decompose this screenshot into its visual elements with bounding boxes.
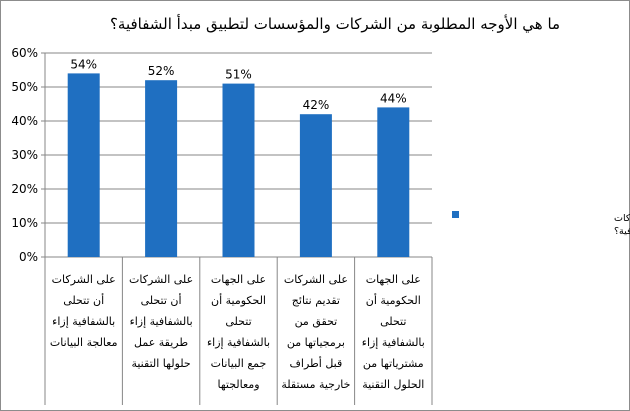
category-label: على الجهات الحكومية أن تتحلى بالشفافية إزاء… [207, 273, 270, 391]
bar [67, 73, 100, 258]
category-labels: على الشركات أن تتحلى بالشفافية إزاء معالجة … [50, 273, 425, 391]
y-tick-label: 10% [11, 216, 38, 230]
legend-swatch [452, 211, 459, 218]
bar [222, 83, 255, 257]
chart-title: ما هي الأوجه المطلوبة من الشركات والمؤسس… [110, 14, 560, 34]
legend: ما هي الأوجه المطلوبة من الشركاتوالمؤسسا… [452, 211, 630, 237]
bar [145, 80, 178, 257]
y-tick-label: 50% [11, 80, 38, 94]
bar [377, 107, 410, 258]
category-label: على الشركات تقديم نتائج تحقق من برمجياتها م… [281, 273, 350, 391]
y-tick-labels: 0% 10% 20% 30% 40% 50% 60% [11, 46, 38, 264]
data-labels: 54% 52% 51% 42% 44% [70, 57, 406, 112]
bar [299, 114, 332, 257]
y-tick-label: 20% [11, 182, 38, 196]
legend-label: ما هي الأوجه المطلوبة من الشركاتوالمؤسسا… [614, 212, 630, 237]
y-tick-label: 0% [19, 250, 38, 264]
data-label: 42% [303, 98, 330, 112]
y-tick-label: 40% [11, 114, 38, 128]
y-tick-label: 60% [11, 46, 38, 60]
category-label: على الشركات أن تتحلى بالشفافية إزاء طريقة ع… [129, 273, 193, 370]
data-label: 52% [148, 64, 175, 78]
category-label: على الجهات الحكومية أن تتحلى بالشفافية إزاء… [362, 273, 425, 391]
category-label: على الشركات أن تتحلى بالشفافية إزاء معالجة … [50, 273, 118, 349]
data-label: 51% [225, 68, 252, 82]
data-label: 54% [70, 57, 97, 71]
axes [41, 52, 433, 405]
data-label: 44% [380, 91, 407, 105]
bars [67, 73, 410, 258]
y-tick-label: 30% [11, 148, 38, 162]
